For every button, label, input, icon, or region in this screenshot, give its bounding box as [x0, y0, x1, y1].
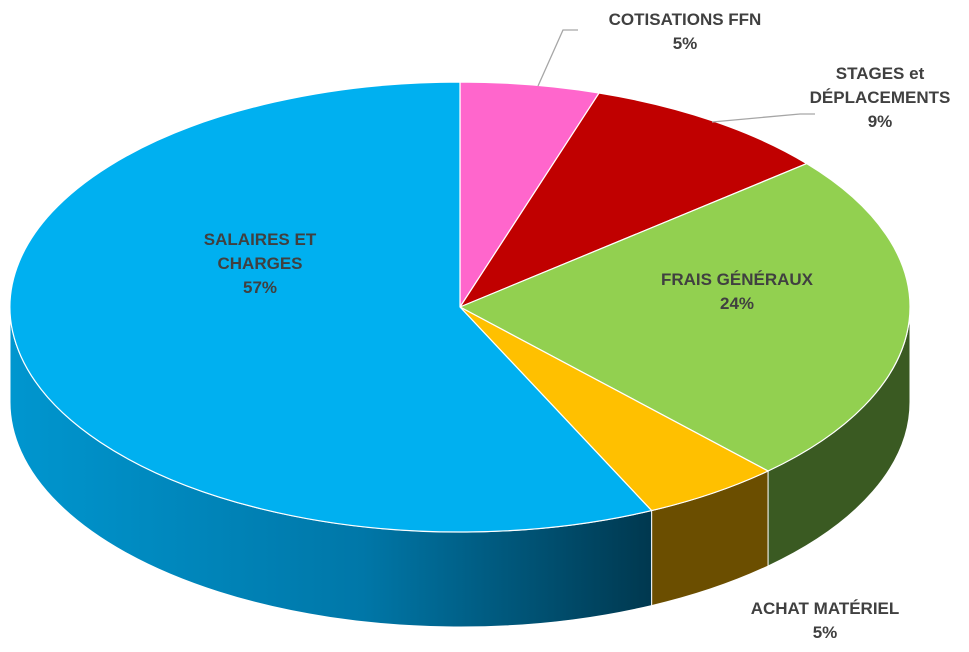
slice [9, 81, 653, 533]
percent-label: 9% [867, 112, 893, 131]
data-label: STAGES et DÉPLACEMENTS 9% [790, 62, 969, 134]
category-label: STAGES et DÉPLACEMENTS [809, 64, 951, 107]
leader-line [711, 113, 815, 123]
pie-tops [9, 81, 911, 533]
percent-label: 5% [672, 34, 698, 53]
category-label: SALAIRES ET CHARGES [203, 230, 317, 273]
leader-line [537, 29, 578, 87]
data-label: ACHAT MATÉRIEL 5% [725, 597, 925, 645]
data-label: COTISATIONS FFN 5% [585, 8, 785, 56]
slice [458, 92, 809, 309]
slice [458, 162, 911, 472]
data-label: FRAIS GÉNÉRAUX 24% [627, 268, 847, 316]
data-label: SALAIRES ET CHARGES 57% [190, 228, 330, 300]
category-label: ACHAT MATÉRIEL [750, 599, 900, 618]
percent-label: 57% [242, 278, 278, 297]
percent-label: 5% [812, 623, 838, 642]
percent-label: 24% [719, 294, 755, 313]
category-label: COTISATIONS FFN [608, 10, 762, 29]
category-label: FRAIS GÉNÉRAUX [660, 270, 814, 289]
